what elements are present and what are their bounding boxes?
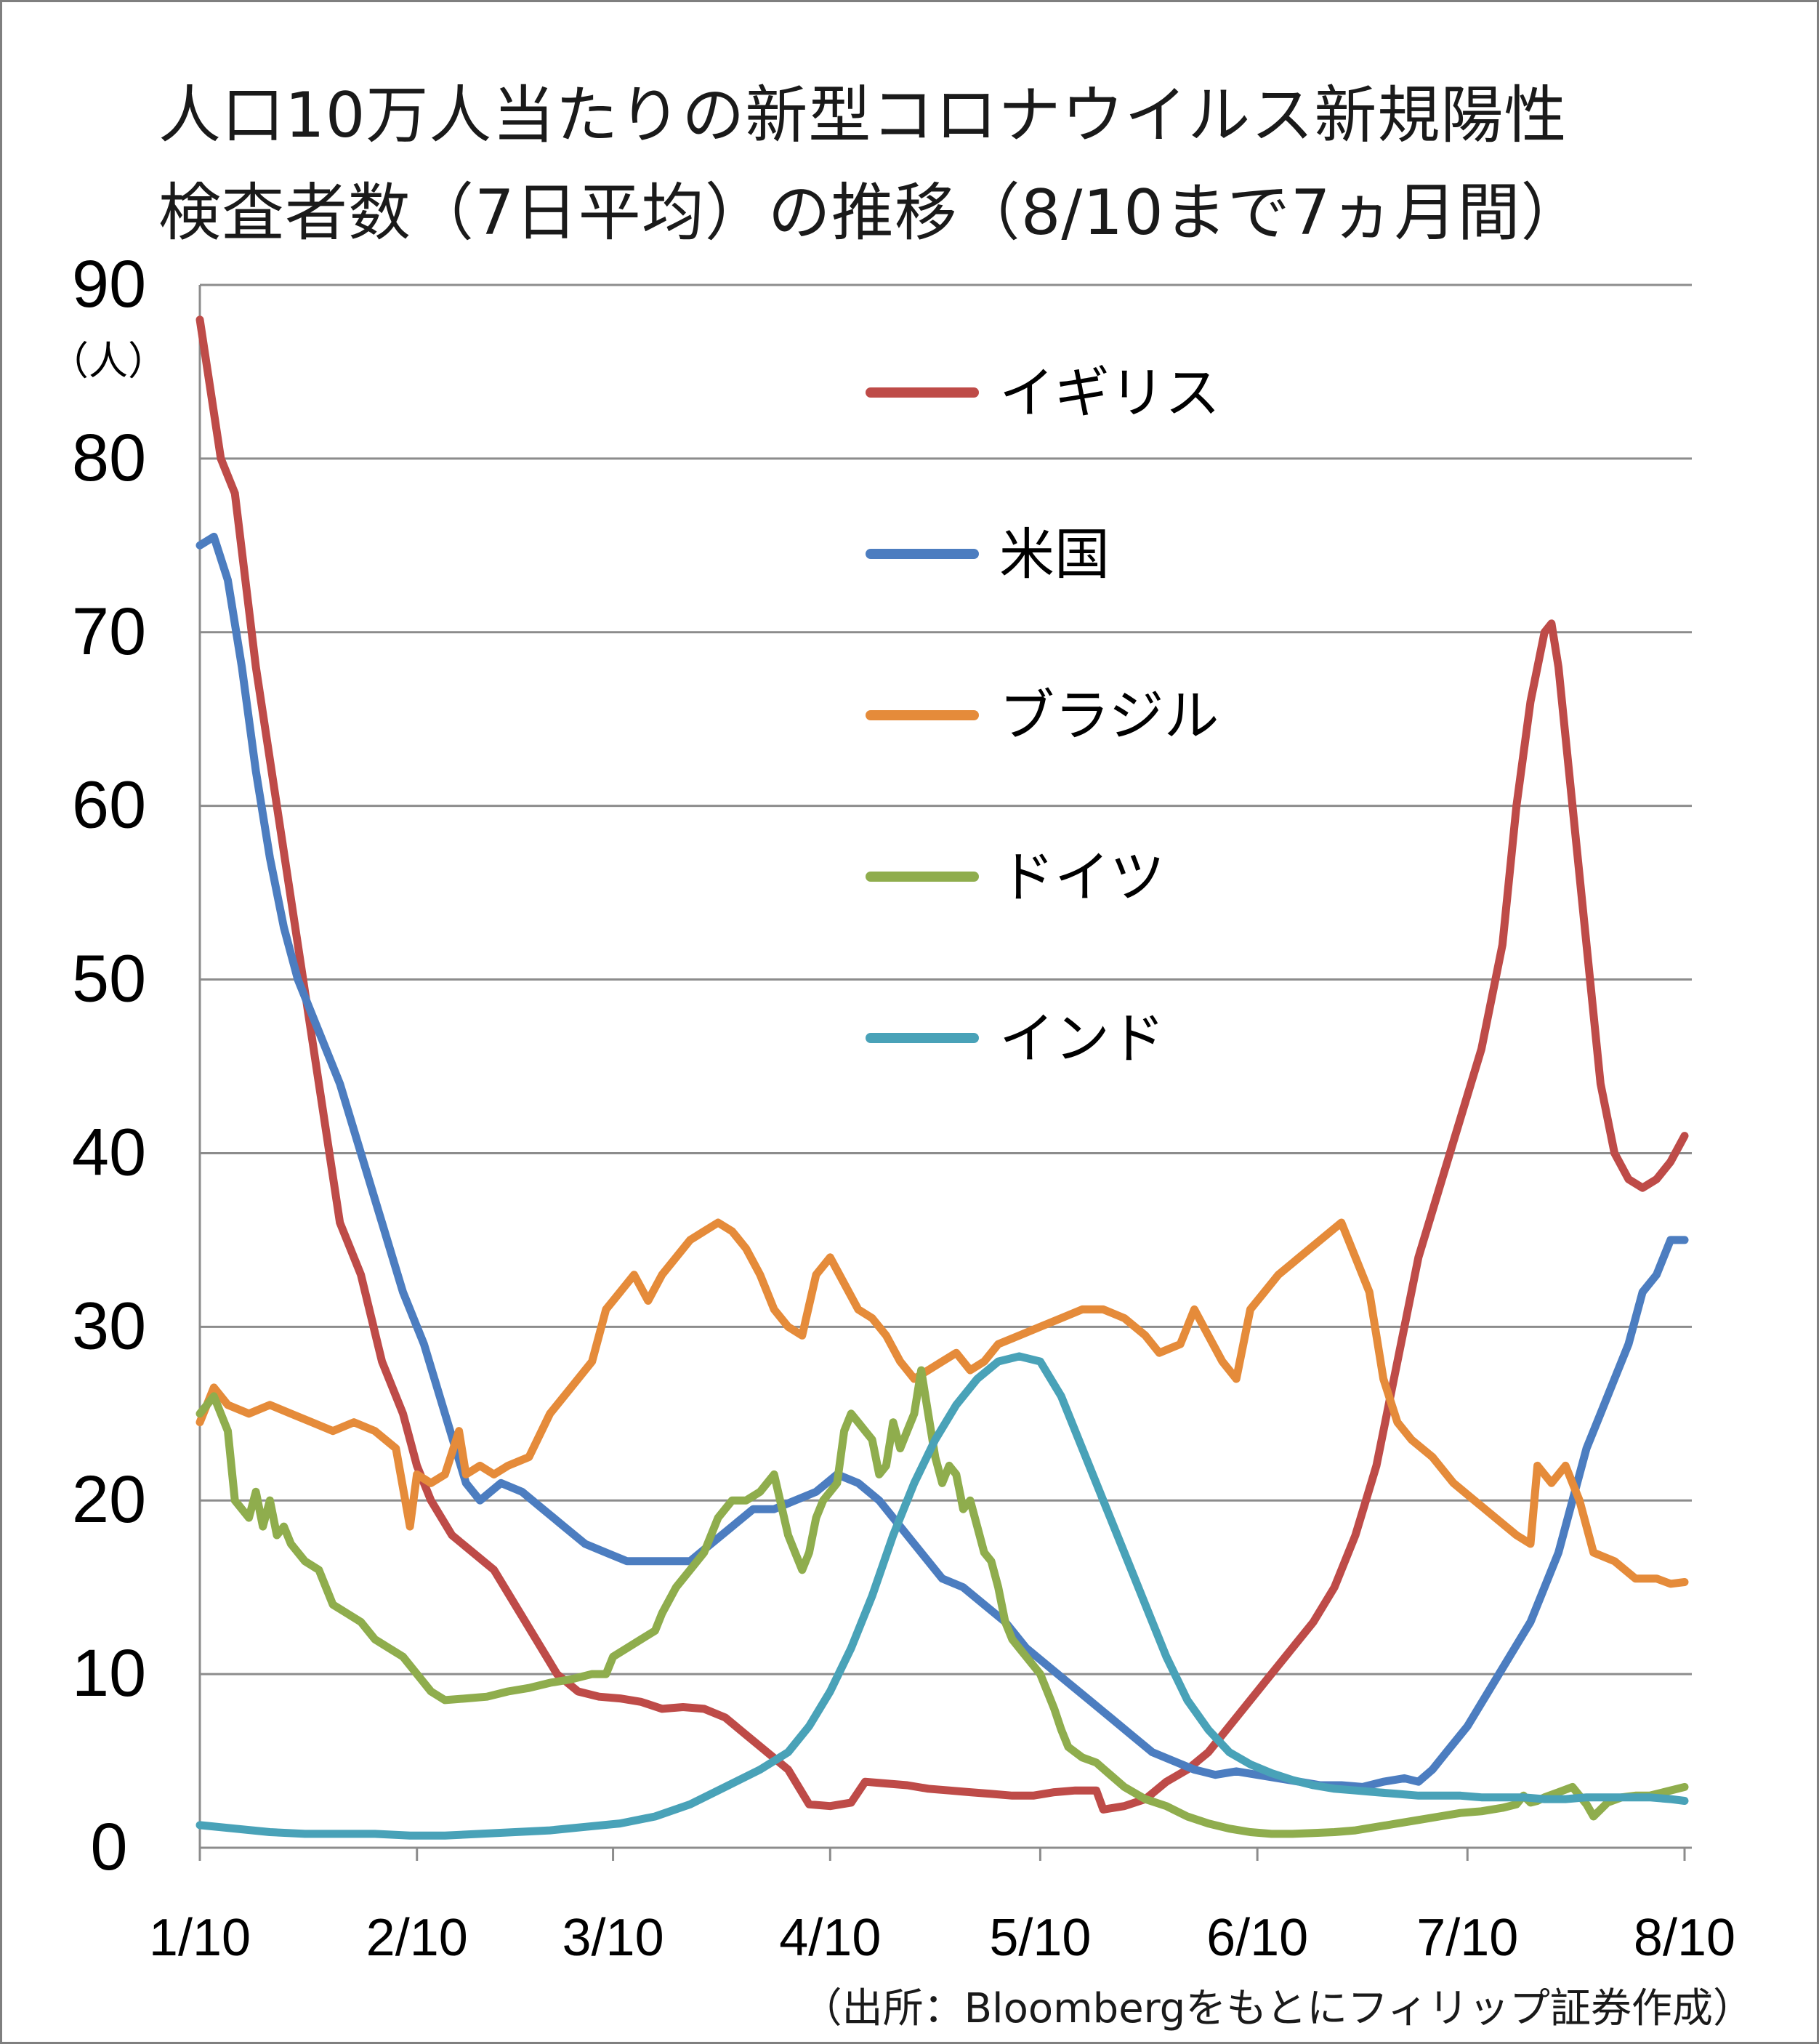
y-tick-label: 60 <box>72 768 146 842</box>
x-tick-label: 8/10 <box>1634 1909 1735 1967</box>
y-tick-label: 20 <box>72 1462 146 1537</box>
y-axis-unit-label: （人） <box>49 338 167 384</box>
y-tick-label: 90 <box>72 247 146 321</box>
x-tick-label: 3/10 <box>562 1909 664 1967</box>
x-tick-label: 5/10 <box>989 1909 1091 1967</box>
y-tick-label: 70 <box>72 595 146 669</box>
legend-label: ブラジル <box>999 683 1219 748</box>
legend-label: 米国 <box>999 522 1110 587</box>
source-note: （出所：Bloombergをもとにフィリップ証券作成） <box>801 1985 1754 2032</box>
y-tick-label: 50 <box>72 942 146 1016</box>
legend-label: イギリス <box>999 361 1220 425</box>
y-tick-label: 30 <box>72 1289 146 1363</box>
legend-label: インド <box>999 1006 1165 1071</box>
x-tick-label: 6/10 <box>1206 1909 1308 1967</box>
series-line-2 <box>195 1218 1689 1588</box>
y-tick-label: 80 <box>72 421 146 495</box>
series-line-3 <box>195 1366 1689 1838</box>
x-tick-label: 2/10 <box>366 1909 468 1967</box>
chart-title-line-1: 人口10万人当たりの新型コロナウイルス新規陽性 <box>158 79 1568 152</box>
y-tick-label: 0 <box>90 1810 127 1884</box>
chart-title-line-2: 検査者数（7日平均）の推移（8/10まで7ヵ月間） <box>158 177 1584 249</box>
x-tick-label: 4/10 <box>779 1909 881 1967</box>
series-line-4 <box>195 1352 1689 1840</box>
y-tick-label: 40 <box>72 1115 146 1189</box>
y-tick-label: 10 <box>72 1636 146 1710</box>
legend-label: ドイツ <box>999 845 1165 909</box>
series-line-0 <box>195 315 1689 1814</box>
x-tick-label: 7/10 <box>1416 1909 1518 1967</box>
x-tick-label: 1/10 <box>149 1909 251 1967</box>
series-line-1 <box>195 532 1689 1791</box>
